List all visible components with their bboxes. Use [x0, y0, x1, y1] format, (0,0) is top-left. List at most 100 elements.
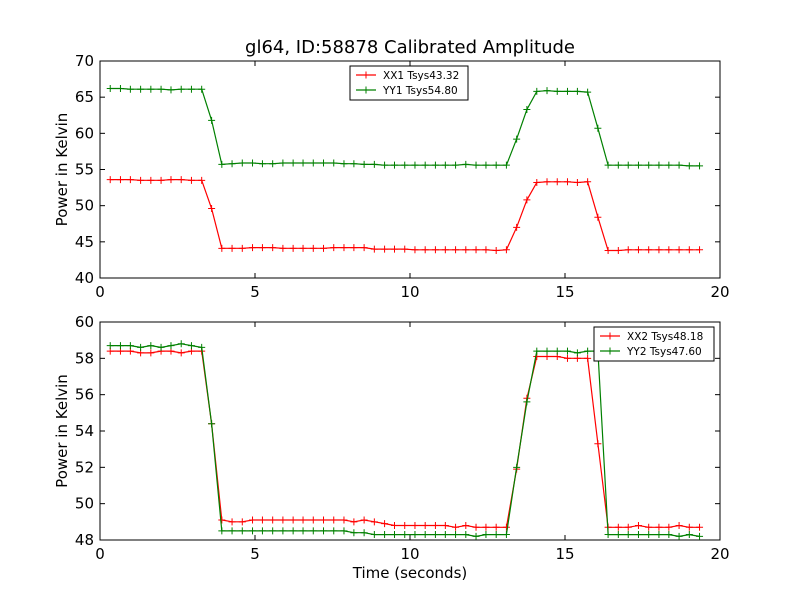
data-point [441, 161, 449, 169]
y-tick-label: 40 [75, 269, 94, 287]
data-point [320, 244, 328, 252]
data-point [624, 246, 632, 254]
data-point [391, 521, 398, 529]
x-tick-label: 0 [95, 545, 105, 563]
data-point [167, 86, 175, 94]
x-tick-label: 20 [710, 283, 729, 301]
chart-title: gl64, ID:58878 Calibrated Amplitude [245, 37, 575, 58]
data-point [421, 246, 429, 254]
y-tick-label: 70 [75, 52, 94, 70]
data-point [147, 342, 155, 350]
data-point [187, 342, 195, 350]
data-point [238, 518, 246, 526]
data-point [431, 246, 439, 254]
y-axis-label: Power in Kelvin [53, 113, 71, 227]
data-point [218, 516, 226, 524]
y-tick-label: 55 [75, 161, 94, 179]
data-point [655, 531, 663, 539]
data-point [462, 521, 470, 529]
data-point [370, 245, 378, 253]
data-point [340, 516, 348, 524]
legend-label: YY2 Tsys47.60 [626, 346, 702, 358]
data-point [624, 531, 632, 539]
data-point [258, 160, 266, 168]
data-point [258, 516, 266, 524]
data-point [431, 531, 439, 539]
data-point [381, 531, 389, 539]
y-tick-label: 58 [75, 349, 94, 367]
legend-marker [606, 332, 614, 340]
data-point [401, 245, 409, 253]
data-point [157, 176, 165, 184]
y-tick-label: 65 [75, 88, 94, 106]
data-point [421, 521, 429, 529]
legend-marker [362, 71, 370, 79]
data-point [685, 162, 693, 170]
data-point [624, 161, 632, 169]
data-point [553, 347, 561, 355]
data-point [645, 531, 653, 539]
x-tick-label: 5 [250, 545, 260, 563]
data-point [584, 88, 592, 96]
data-point [218, 527, 226, 535]
legend-box [349, 65, 469, 101]
data-point [513, 223, 521, 231]
data-point [452, 531, 460, 539]
series-1 [106, 347, 704, 531]
data-point [320, 527, 328, 535]
data-point [604, 161, 612, 169]
data-point [502, 246, 510, 254]
data-point [147, 176, 155, 184]
data-point [208, 116, 216, 124]
data-point [472, 532, 480, 540]
data-point [563, 87, 571, 95]
y-tick-label: 60 [75, 124, 94, 142]
data-point [462, 246, 470, 254]
data-point [157, 343, 165, 351]
data-point [299, 244, 307, 252]
data-point [299, 527, 307, 535]
legend-label: XX2 Tsys48.18 [627, 331, 703, 343]
y-tick-label: 54 [75, 422, 94, 440]
series-line [110, 343, 700, 538]
data-point [391, 245, 398, 253]
x-tick-label: 10 [400, 545, 419, 563]
legend-label: YY1 Tsys54.80 [382, 85, 458, 97]
data-point [513, 135, 521, 143]
data-point [563, 347, 571, 355]
y-tick-label: 60 [75, 313, 94, 331]
data-point [482, 523, 490, 531]
data-point [279, 159, 287, 167]
x-tick-label: 5 [250, 283, 260, 301]
data-point [685, 531, 693, 539]
data-point [269, 160, 277, 168]
data-point [624, 523, 632, 531]
x-tick-label: 0 [95, 283, 105, 301]
data-point [594, 213, 602, 221]
legend-marker [362, 86, 370, 94]
data-point [584, 347, 592, 355]
data-point [309, 516, 317, 524]
data-point [482, 246, 490, 254]
data-point [330, 159, 338, 167]
y-axis-label: Power in Kelvin [53, 374, 71, 488]
data-point [381, 161, 389, 169]
data-point [381, 520, 389, 528]
data-point [482, 161, 490, 169]
data-point [604, 531, 612, 539]
data-point [584, 178, 592, 186]
data-point [696, 532, 704, 540]
data-point [340, 160, 348, 168]
data-point [696, 523, 704, 531]
data-point [126, 176, 134, 184]
data-point [401, 521, 409, 529]
data-point [106, 84, 114, 92]
data-point [573, 87, 581, 95]
data-point [116, 342, 124, 350]
x-axis-label: Time (seconds) [352, 564, 468, 582]
x-tick-label: 20 [710, 545, 729, 563]
data-point [370, 531, 378, 539]
data-point [685, 246, 693, 254]
data-point [696, 162, 704, 170]
